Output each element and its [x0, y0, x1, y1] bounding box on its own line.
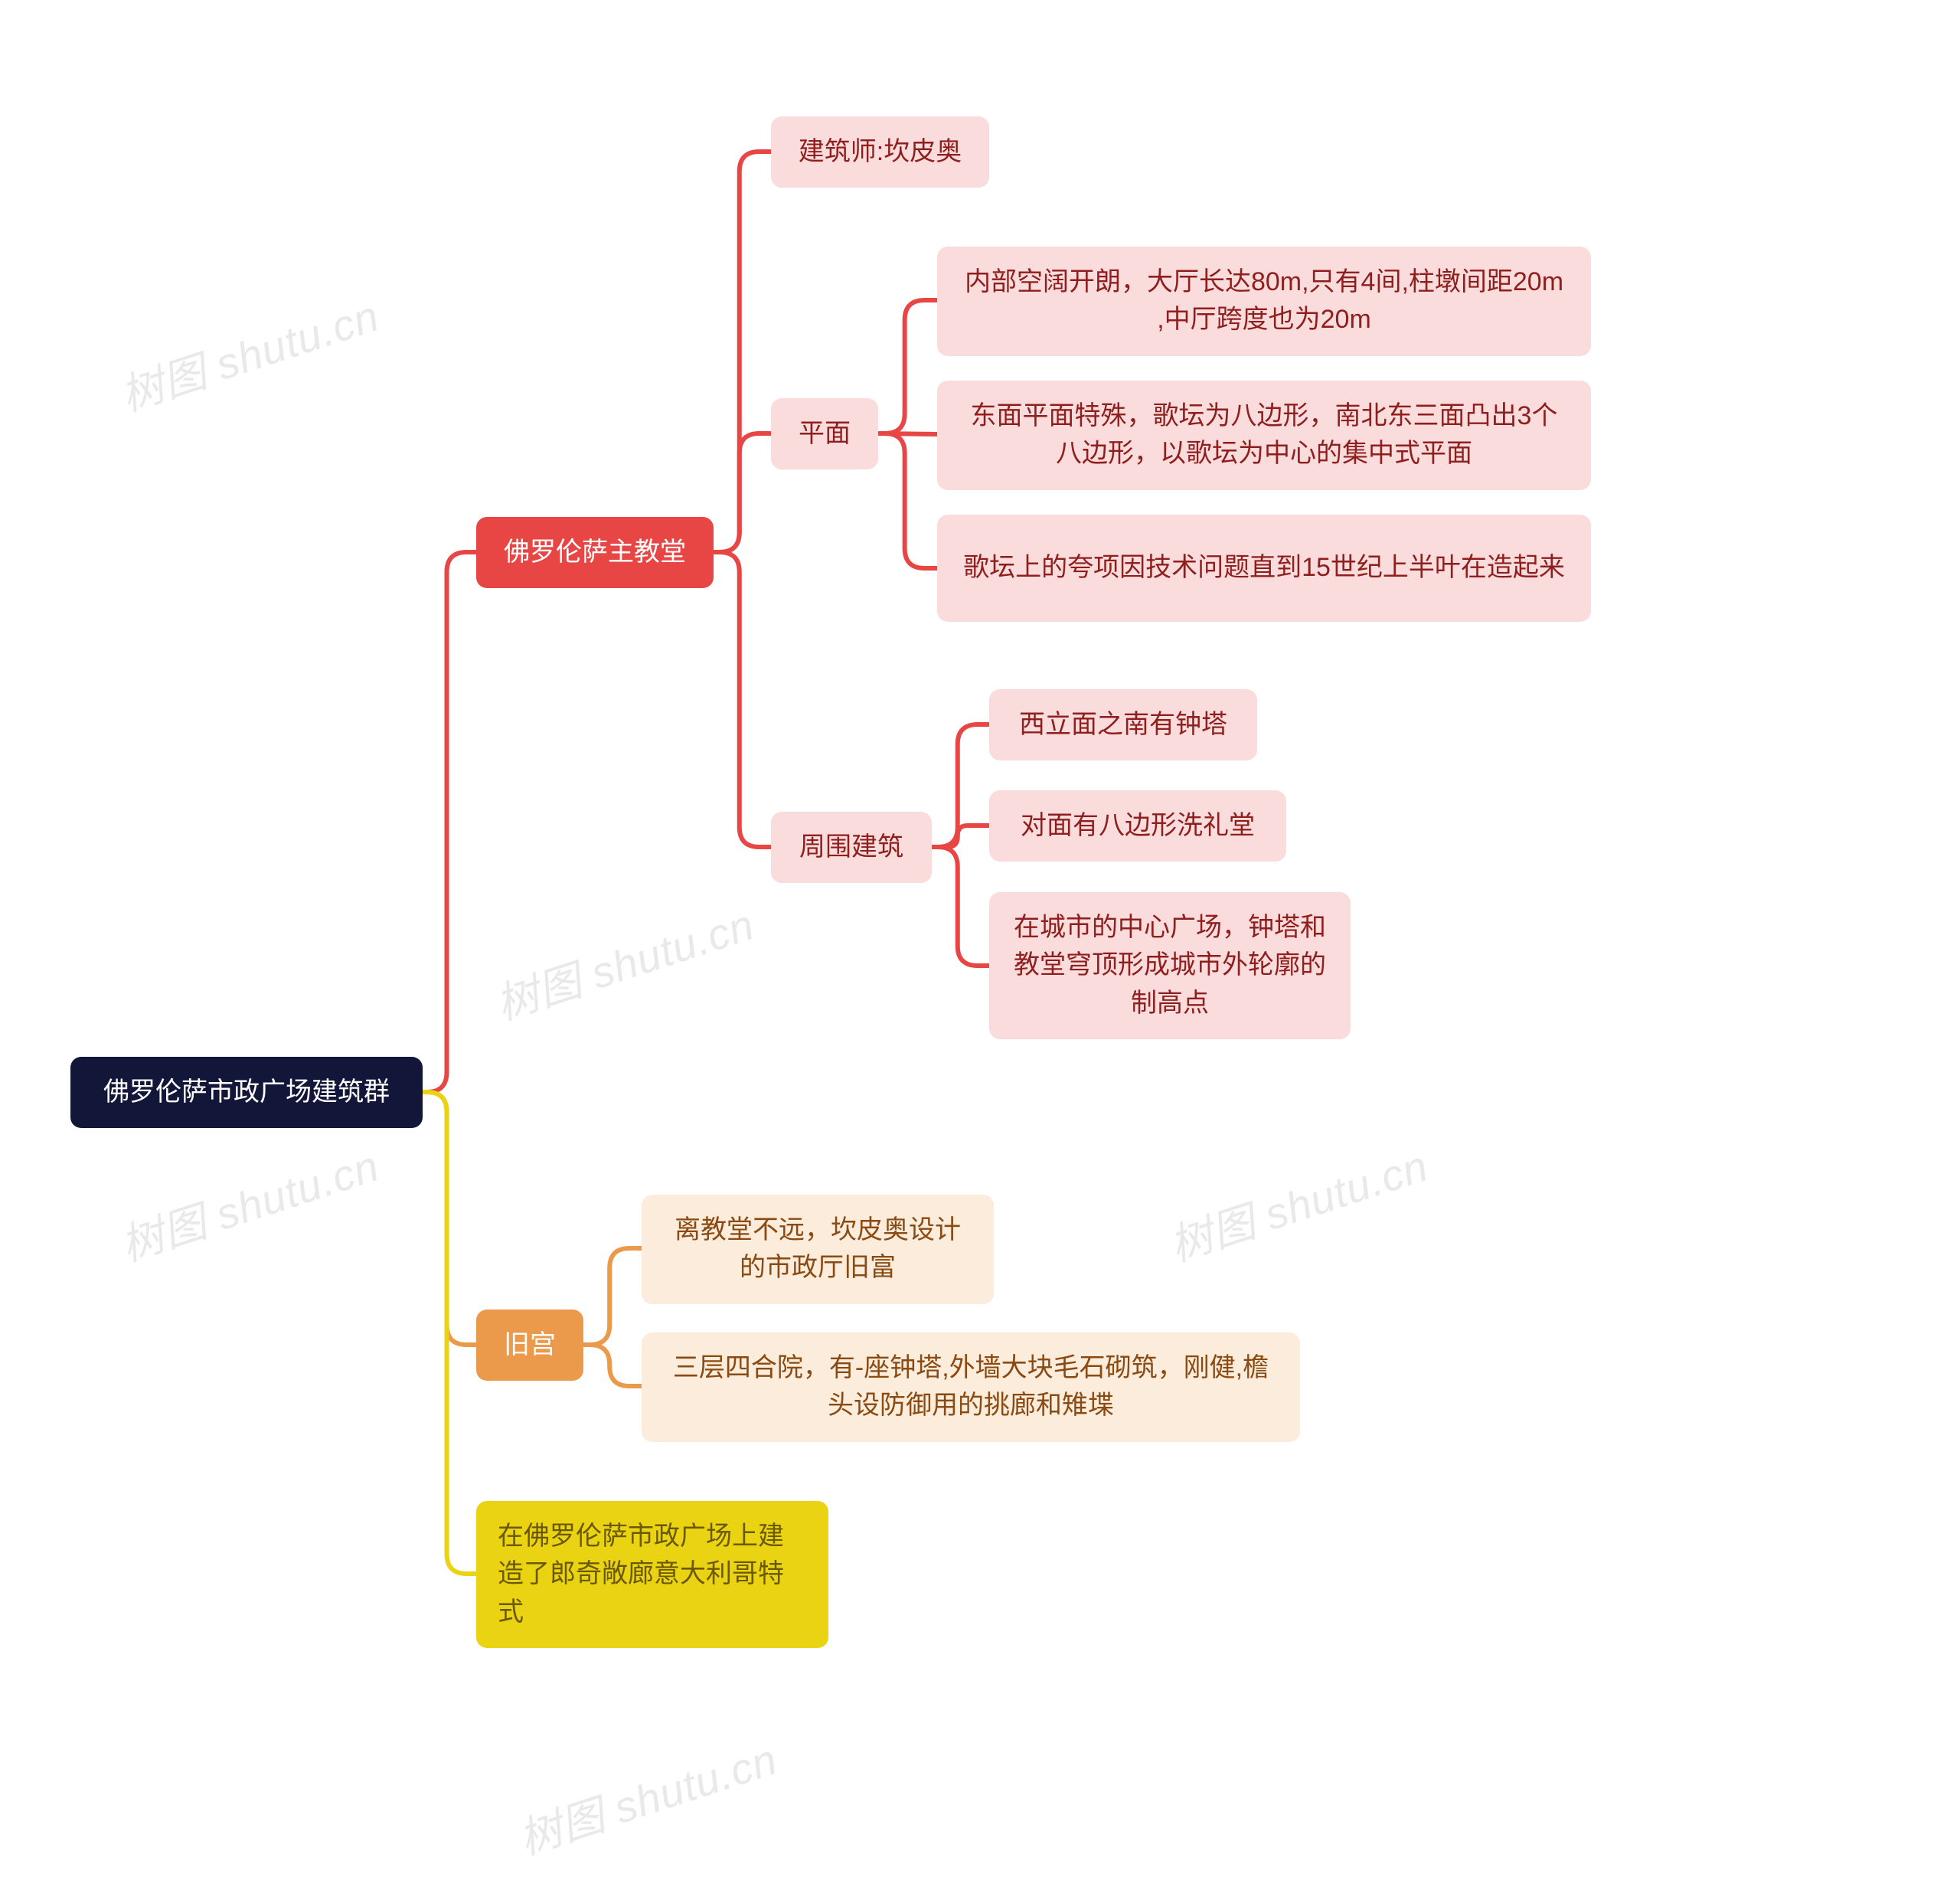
leaf-loggia[interactable]: 在佛罗伦萨市政广场上建造了郎奇敞廊意大利哥特式 [476, 1501, 828, 1648]
branch-cathedral[interactable]: 佛罗伦萨主教堂 [476, 517, 714, 588]
leaf-palace-1[interactable]: 离教堂不远，坎皮奥设计的市政厅旧富 [642, 1195, 994, 1304]
mindmap-canvas: 树图 shutu.cn 树图 shutu.cn 树图 shutu.cn 树图 s… [0, 0, 1960, 1890]
leaf-plan-2[interactable]: 东面平面特殊，歌坛为八边形，南北东三面凸出3个八边形，以歌坛为中心的集中式平面 [937, 381, 1591, 490]
leaf-surround-3[interactable]: 在城市的中心广场，钟塔和教堂穹顶形成城市外轮廓的制高点 [989, 892, 1351, 1039]
leaf-plan-1[interactable]: 内部空阔开朗，大厅长达80m,只有4间,柱墩间距20m ,中厅跨度也为20m [937, 247, 1591, 356]
branch-old-palace[interactable]: 旧宫 [476, 1310, 583, 1381]
watermark: 树图 shutu.cn [487, 891, 761, 1032]
watermark: 树图 shutu.cn [510, 1725, 784, 1867]
watermark: 树图 shutu.cn [1161, 1132, 1435, 1274]
leaf-palace-2[interactable]: 三层四合院，有-座钟塔,外墙大块毛石砌筑，刚健,檐头设防御用的挑廊和雉堞 [642, 1332, 1300, 1442]
leaf-surround-1[interactable]: 西立面之南有钟塔 [989, 689, 1257, 760]
leaf-architect[interactable]: 建筑师:坎皮奥 [771, 116, 989, 188]
branch-plan[interactable]: 平面 [771, 398, 878, 469]
root-node[interactable]: 佛罗伦萨市政广场建筑群 [70, 1057, 423, 1128]
watermark: 树图 shutu.cn [112, 282, 386, 423]
leaf-plan-3[interactable]: 歌坛上的夸项因技术问题直到15世纪上半叶在造起来 [937, 515, 1591, 622]
leaf-surround-2[interactable]: 对面有八边形洗礼堂 [989, 790, 1286, 862]
watermark: 树图 shutu.cn [112, 1132, 386, 1274]
branch-surrounding[interactable]: 周围建筑 [771, 812, 932, 883]
